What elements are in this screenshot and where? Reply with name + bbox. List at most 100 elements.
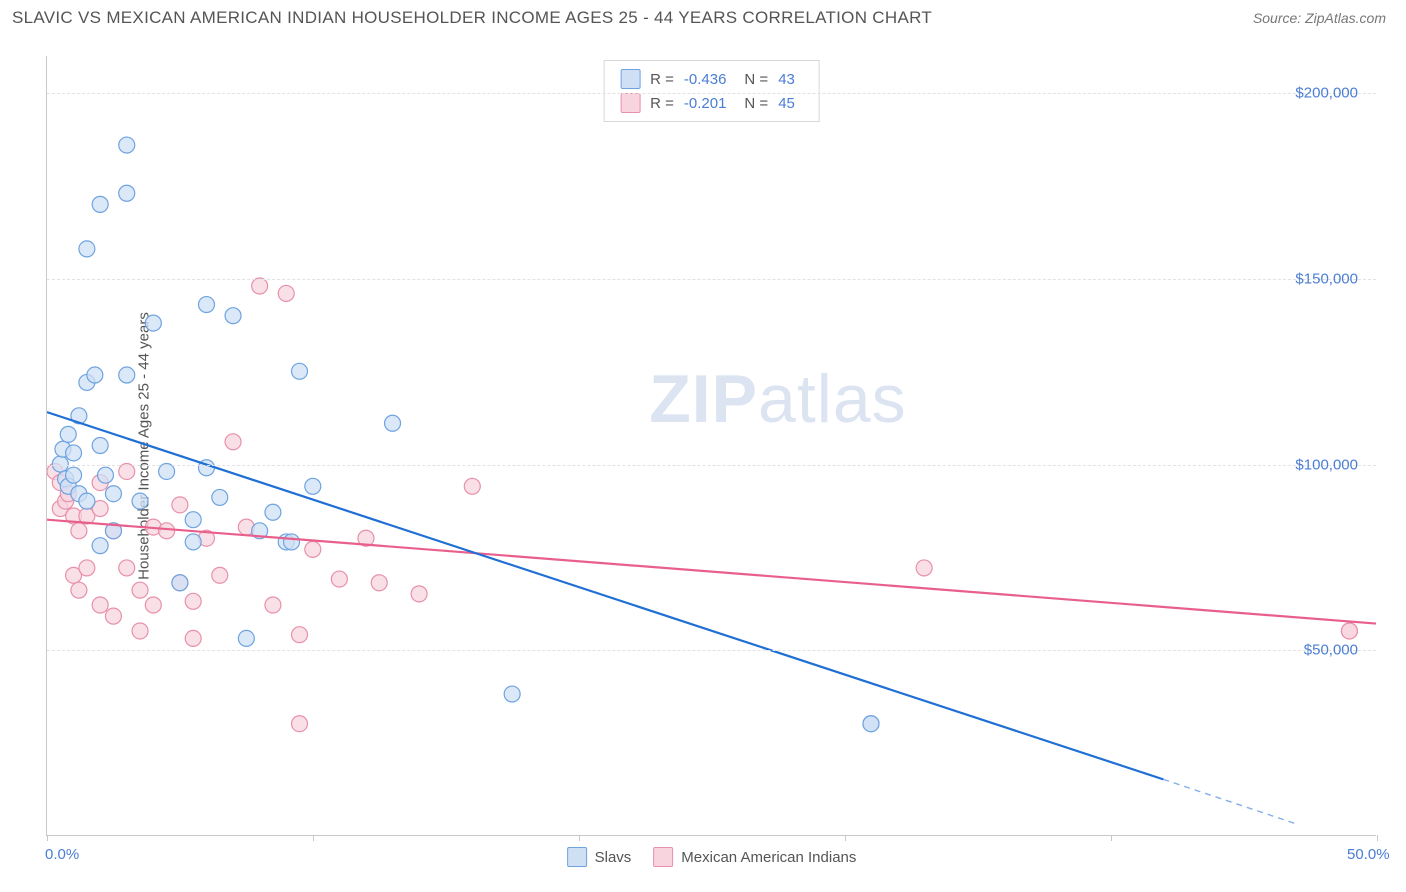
blue-point	[504, 686, 520, 702]
blue-point	[385, 415, 401, 431]
blue-point	[92, 438, 108, 454]
x-tick-label: 0.0%	[45, 846, 79, 863]
pink-point	[292, 716, 308, 732]
n-label: N =	[744, 95, 768, 112]
stats-row: R = -0.436 N = 43	[620, 67, 803, 91]
plot-area: ZIPatlas R =-0.436N =43R =-0.201N =45 Sl…	[46, 56, 1376, 836]
x-tick	[579, 835, 580, 841]
legend-item: Mexican American Indians	[653, 847, 856, 867]
x-tick-label: 50.0%	[1347, 846, 1390, 863]
blue-point	[66, 445, 82, 461]
gridline	[47, 650, 1376, 651]
pink-legend-swatch-icon	[653, 847, 673, 867]
correlation-stats-box: R = -0.436 N = 43 R = -0.201 N = 45	[603, 60, 820, 122]
r-value: -0.201	[684, 95, 727, 112]
x-tick	[1111, 835, 1112, 841]
blue-point	[60, 426, 76, 442]
legend-label: Mexican American Indians	[681, 849, 856, 866]
blue-point	[92, 196, 108, 212]
r-label: R =	[650, 95, 674, 112]
pink-trend-line	[47, 520, 1376, 624]
pink-point	[292, 627, 308, 643]
pink-point	[371, 575, 387, 591]
x-tick	[845, 835, 846, 841]
pink-point	[185, 630, 201, 646]
blue-point	[284, 534, 300, 550]
x-tick	[313, 835, 314, 841]
gridline	[47, 93, 1376, 94]
n-label: N =	[744, 71, 768, 88]
blue-point	[92, 538, 108, 554]
pink-point	[119, 560, 135, 576]
gridline	[47, 465, 1376, 466]
chart-source: Source: ZipAtlas.com	[1253, 10, 1386, 26]
blue-point	[212, 489, 228, 505]
blue-point	[97, 467, 113, 483]
y-tick-label: $100,000	[1295, 456, 1358, 473]
pink-point	[92, 597, 108, 613]
scatter-svg	[47, 56, 1376, 835]
pink-point	[305, 541, 321, 557]
pink-point	[71, 523, 87, 539]
chart-header: SLAVIC VS MEXICAN AMERICAN INDIAN HOUSEH…	[0, 0, 1406, 36]
x-tick	[1377, 835, 1378, 841]
stats-row: R = -0.201 N = 45	[620, 91, 803, 115]
blue-point	[238, 630, 254, 646]
y-tick-label: $150,000	[1295, 270, 1358, 287]
blue-trend-line-dashed	[1163, 779, 1296, 824]
pink-point	[331, 571, 347, 587]
gridline	[47, 279, 1376, 280]
blue-point	[119, 185, 135, 201]
y-tick-label: $50,000	[1304, 642, 1358, 659]
blue-point	[265, 504, 281, 520]
blue-point	[79, 493, 95, 509]
pink-point	[71, 582, 87, 598]
pink-point	[464, 478, 480, 494]
pink-point	[278, 285, 294, 301]
pink-point	[916, 560, 932, 576]
blue-point	[66, 467, 82, 483]
blue-point	[305, 478, 321, 494]
blue-point	[225, 308, 241, 324]
pink-point	[132, 582, 148, 598]
blue-swatch-icon	[620, 69, 640, 89]
blue-point	[87, 367, 103, 383]
blue-trend-line	[47, 412, 1163, 779]
blue-point	[119, 137, 135, 153]
blue-point	[185, 534, 201, 550]
legend: Slavs Mexican American Indians	[567, 847, 857, 867]
x-tick	[47, 835, 48, 841]
blue-point	[145, 315, 161, 331]
pink-point	[252, 278, 268, 294]
pink-point	[172, 497, 188, 513]
n-value: 43	[778, 71, 795, 88]
pink-point	[145, 597, 161, 613]
blue-point	[172, 575, 188, 591]
blue-point	[185, 512, 201, 528]
pink-point	[185, 593, 201, 609]
chart-title: SLAVIC VS MEXICAN AMERICAN INDIAN HOUSEH…	[12, 8, 932, 28]
blue-point	[105, 486, 121, 502]
pink-swatch-icon	[620, 93, 640, 113]
blue-point	[292, 363, 308, 379]
pink-point	[105, 608, 121, 624]
blue-point	[119, 367, 135, 383]
r-value: -0.436	[684, 71, 727, 88]
blue-legend-swatch-icon	[567, 847, 587, 867]
blue-point	[79, 241, 95, 257]
blue-point	[132, 493, 148, 509]
pink-point	[265, 597, 281, 613]
pink-point	[159, 523, 175, 539]
pink-point	[1341, 623, 1357, 639]
pink-point	[119, 463, 135, 479]
n-value: 45	[778, 95, 795, 112]
blue-point	[159, 463, 175, 479]
r-label: R =	[650, 71, 674, 88]
legend-label: Slavs	[595, 849, 632, 866]
legend-item: Slavs	[567, 847, 632, 867]
blue-point	[198, 297, 214, 313]
pink-point	[225, 434, 241, 450]
pink-point	[411, 586, 427, 602]
pink-point	[79, 560, 95, 576]
pink-point	[132, 623, 148, 639]
